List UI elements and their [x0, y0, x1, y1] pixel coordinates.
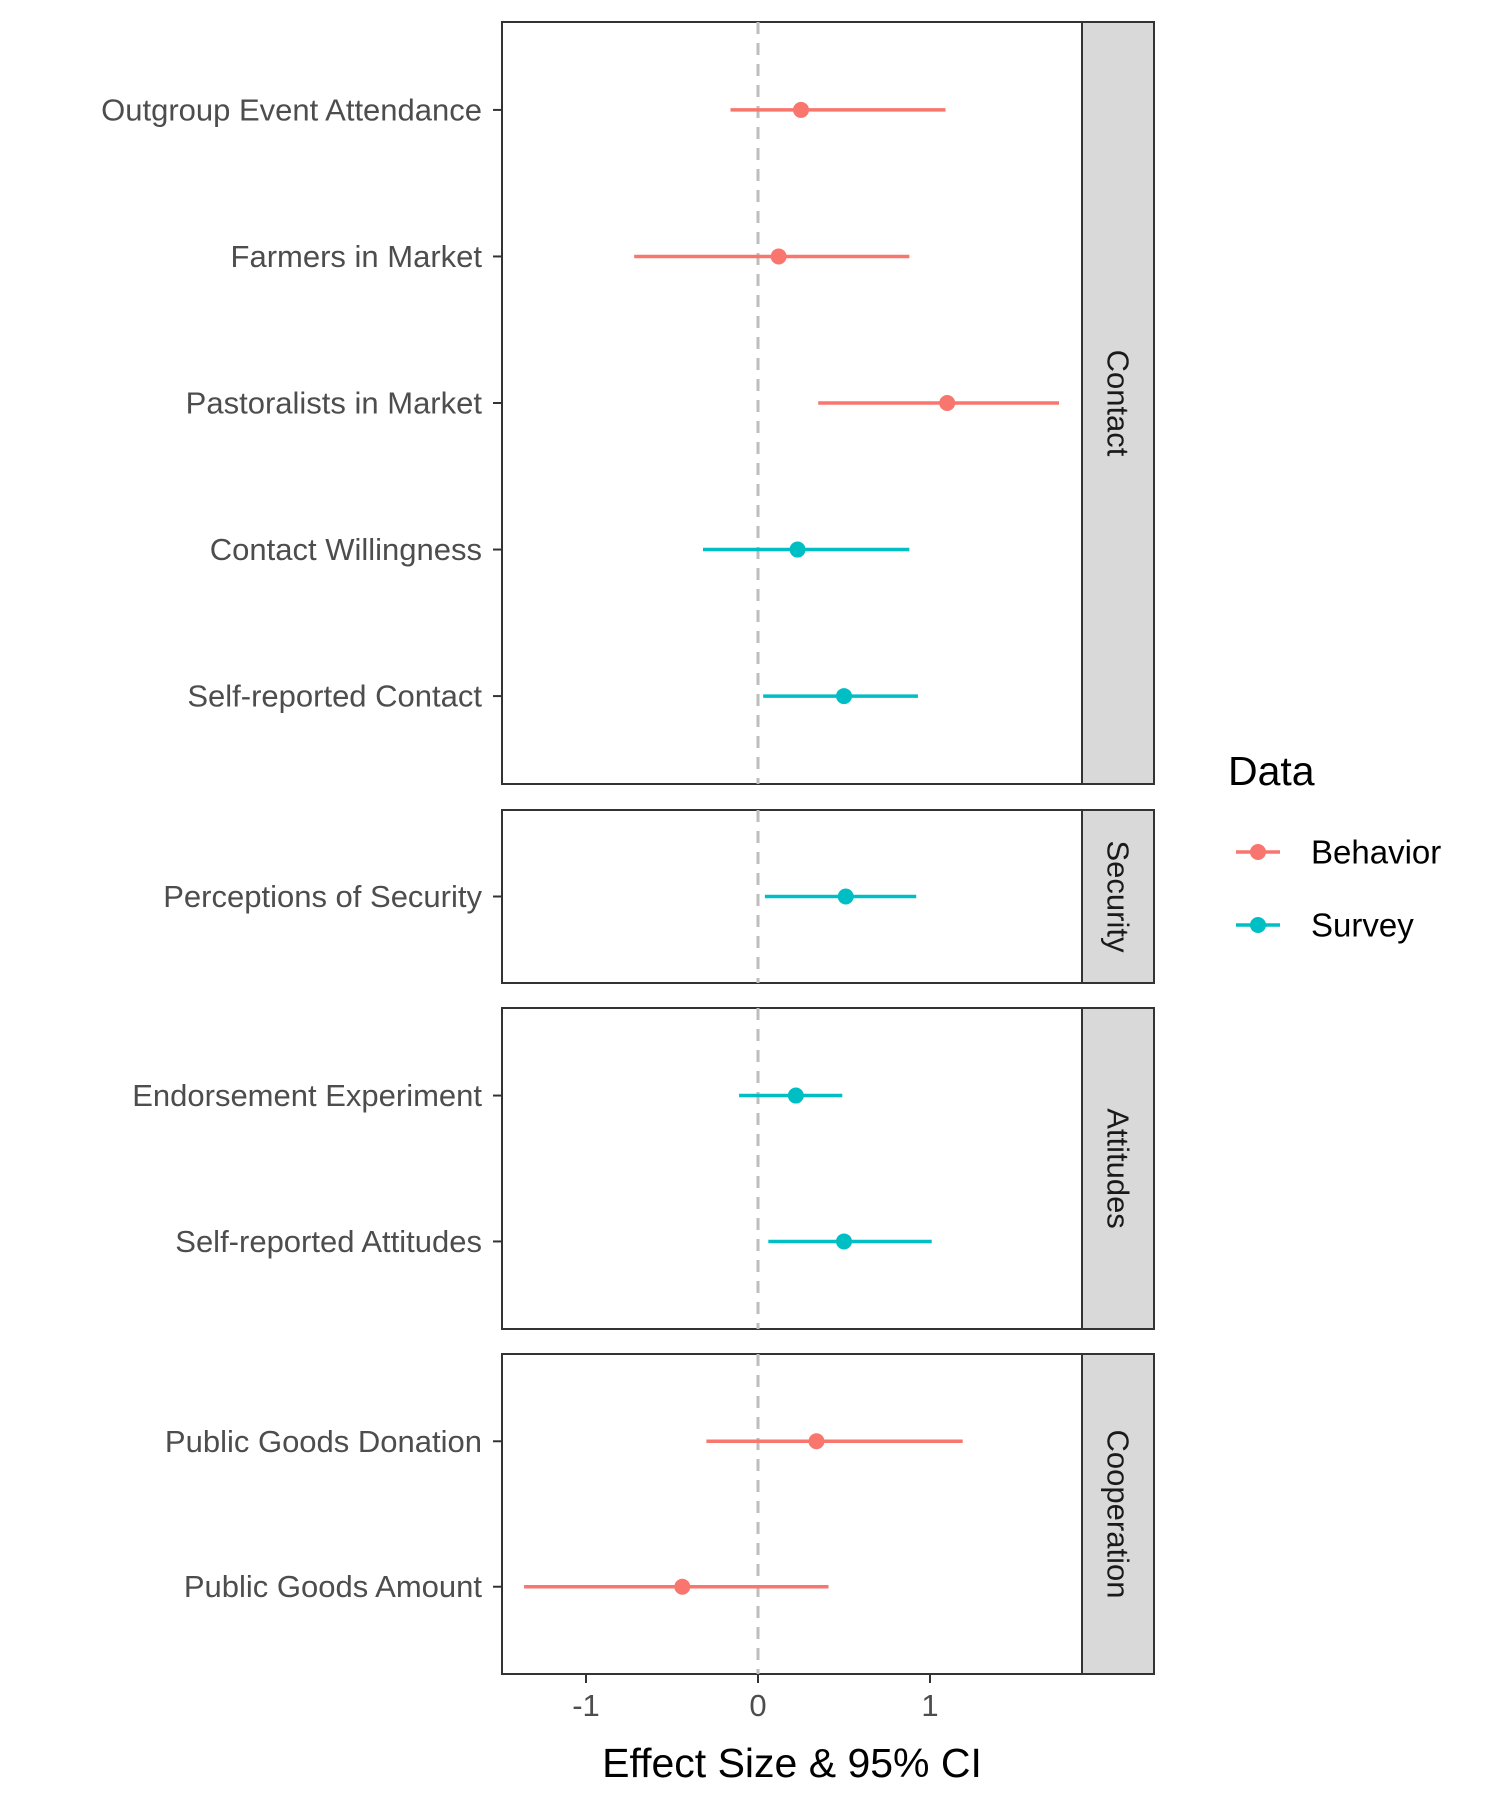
estimate-point	[770, 248, 787, 265]
y-tick-label: Self-reported Contact	[187, 679, 482, 714]
x-axis-title: Effect Size & 95% CI	[602, 1740, 982, 1786]
row-public-goods-amount: Public Goods Amount	[184, 1569, 829, 1604]
strip-label: Attitudes	[1101, 1108, 1136, 1229]
estimate-point	[793, 101, 809, 118]
legend: Data Behavior Survey	[1228, 748, 1441, 944]
x-tick-label: 1	[921, 1688, 938, 1723]
panel-security: Security Perceptions of Security	[163, 809, 1155, 984]
strip-label: Contact	[1101, 350, 1136, 457]
row-public-goods-donation: Public Goods Donation	[165, 1424, 963, 1459]
estimate-point	[787, 1087, 804, 1104]
row-self-reported-contact: Self-reported Contact	[187, 679, 918, 714]
strip-contact	[1081, 21, 1155, 785]
row-self-reported-attitudes: Self-reported Attitudes	[175, 1224, 932, 1259]
legend-title: Data	[1228, 748, 1315, 794]
row-outgroup-event-attendance: Outgroup Event Attendance	[101, 92, 946, 127]
x-tick-label: -1	[572, 1688, 600, 1723]
panel-cooperation: Cooperation Public Goods Donation Public G…	[165, 1353, 1155, 1675]
x-axis: -1 0 1	[572, 1674, 939, 1723]
estimate-point	[789, 541, 806, 558]
estimate-point	[836, 688, 852, 705]
row-contact-willingness: Contact Willingness	[210, 532, 910, 567]
panels-layer: Contact Outgroup Event Attendance Farmers …	[101, 21, 1155, 1675]
y-tick-label: Public Goods Amount	[184, 1569, 483, 1604]
strip-security	[1081, 809, 1155, 984]
strip-attitudes	[1081, 1007, 1155, 1330]
x-tick-label: 0	[749, 1688, 766, 1723]
row-endorsement-experiment: Endorsement Experiment	[132, 1078, 843, 1113]
estimate-point	[808, 1433, 825, 1450]
row-perceptions-of-security: Perceptions of Security	[163, 879, 917, 914]
y-tick-label: Perceptions of Security	[163, 879, 482, 914]
y-tick-label: Public Goods Donation	[165, 1424, 482, 1459]
strip-label: Cooperation	[1101, 1430, 1136, 1599]
strip-cooperation	[1081, 1353, 1155, 1675]
legend-item-survey: Survey	[1236, 907, 1414, 944]
legend-item-behavior: Behavior	[1236, 834, 1441, 871]
legend-label: Survey	[1311, 907, 1414, 944]
row-farmers-in-market: Farmers in Market	[231, 239, 910, 274]
panel-attitudes: Attitudes Endorsement Experiment Self-repo…	[132, 1007, 1155, 1330]
y-tick-label: Pastoralists in Market	[186, 386, 483, 421]
legend-key-point	[1250, 844, 1266, 860]
legend-key-point	[1250, 917, 1266, 933]
estimate-point	[837, 888, 854, 905]
estimate-point	[836, 1233, 852, 1250]
y-tick-label: Contact Willingness	[210, 532, 482, 567]
legend-label: Behavior	[1311, 834, 1441, 871]
y-tick-label: Endorsement Experiment	[132, 1078, 482, 1113]
panel-frame	[501, 1007, 1083, 1330]
y-tick-label: Outgroup Event Attendance	[101, 92, 482, 127]
strip-label: Security	[1101, 841, 1136, 953]
y-tick-label: Farmers in Market	[231, 239, 483, 274]
panel-frame	[501, 1353, 1083, 1675]
estimate-point	[939, 395, 956, 411]
panel-contact: Contact Outgroup Event Attendance Farmers …	[101, 21, 1155, 785]
row-pastoralists-in-market: Pastoralists in Market	[186, 386, 1059, 421]
estimate-point	[674, 1578, 691, 1595]
y-tick-label: Self-reported Attitudes	[175, 1224, 482, 1259]
